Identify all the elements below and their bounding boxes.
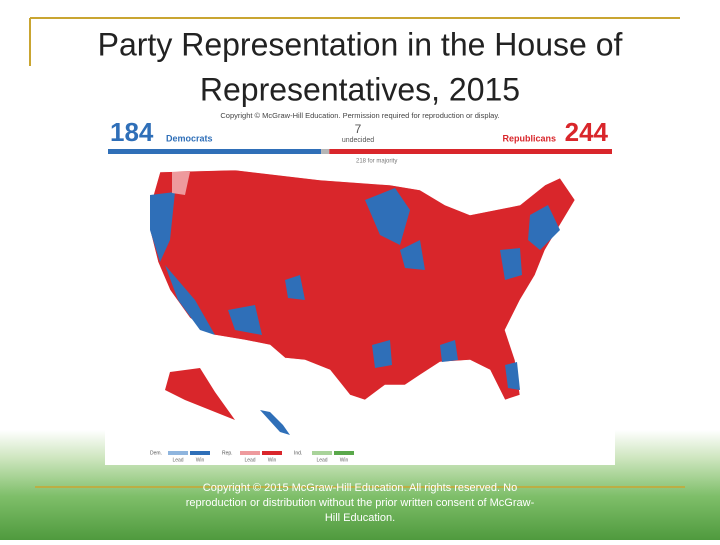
legend-party: Ind. [294,450,302,456]
dem-region [150,192,175,262]
dem-region [440,340,458,362]
dem-count: 184 [110,117,154,147]
dem-region [500,248,522,280]
legend-item: Lead [172,457,183,463]
footer-text: Copyright © 2015 McGraw-Hill Education. … [203,482,517,494]
undecided-label: undecided [342,137,374,144]
seat-segment [108,149,322,154]
footer-text: reproduction or distribution without the… [186,497,535,509]
title-line: Party Representation in the House of [98,26,623,62]
legend-item: Lead [316,457,327,463]
dem-region [365,188,410,245]
legend-item: Win [196,457,205,463]
image-credit: Copyright © McGraw-Hill Education. Permi… [220,111,499,120]
seat-bar [108,149,612,154]
dem-label: Democrats [166,133,213,143]
legend-item: Win [340,457,349,463]
seat-segment [321,149,330,154]
alaska [165,368,235,420]
majority-note: 218 for majority [356,159,397,165]
rep-count: 244 [565,117,609,147]
legend-party: Rep. [222,450,233,456]
dem-region [165,265,215,335]
dem-region [528,205,560,250]
legend-item: Lead [244,457,255,463]
mainland [149,169,576,401]
seat-segment [329,149,612,154]
legend: Dem. Lead Win Rep. Lead Win Ind. Lead Win [150,450,354,463]
lead-region [172,172,190,195]
dem-region [400,240,425,270]
dem-region [372,340,392,368]
title-line: Representatives, 2015 [200,71,520,107]
undecided-count: 7 [355,122,362,136]
dem-region [505,362,520,390]
legend-item: Win [268,457,277,463]
footer-text: Hill Education. [325,512,395,524]
legend-swatch [190,451,210,455]
dem-region [228,305,262,335]
legend-swatch [312,451,332,455]
us-map [149,169,576,435]
rep-label: Republicans [502,133,556,143]
legend-swatch [334,451,354,455]
dem-region [285,275,305,300]
legend-swatch [168,451,188,455]
legend-swatch [240,451,260,455]
hawaii [260,410,290,435]
legend-swatch [262,451,282,455]
legend-party: Dem. [150,450,162,456]
